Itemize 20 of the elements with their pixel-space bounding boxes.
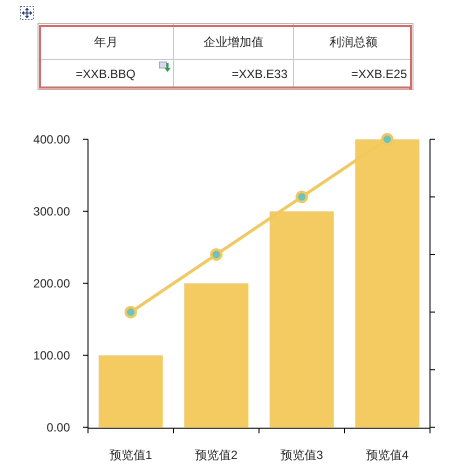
point [296,190,308,204]
x-tick-label: 预览值2 [194,448,238,462]
text: =XXB.BBQ [76,67,136,81]
category-label: 利润总额 [329,35,378,49]
x-tick-label: 预览值3 [280,448,324,462]
text: =XXB.E33 [232,67,288,81]
x-tick-label: 预览值4 [366,448,409,462]
text: =XXB.E25 [351,67,408,81]
y-tick-label: 200.00 [33,276,70,291]
bar [184,283,248,428]
point [124,306,137,318]
y-tick-label: 300.00 [33,204,70,219]
y-tick-label: 100.00 [33,348,70,363]
point [210,248,222,261]
y-tick-label: 400.00 [33,132,70,147]
category-label: 企业增加值 [204,35,264,49]
category-label: 年月 [94,35,118,49]
x-tick-label: 预览值1 [109,448,152,462]
bar [98,355,163,428]
y-tick-label: 0.00 [46,420,70,435]
